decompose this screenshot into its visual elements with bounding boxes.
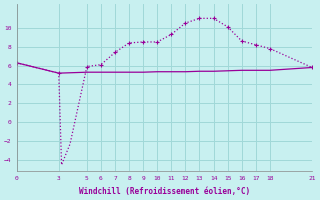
X-axis label: Windchill (Refroidissement éolien,°C): Windchill (Refroidissement éolien,°C) — [79, 187, 250, 196]
